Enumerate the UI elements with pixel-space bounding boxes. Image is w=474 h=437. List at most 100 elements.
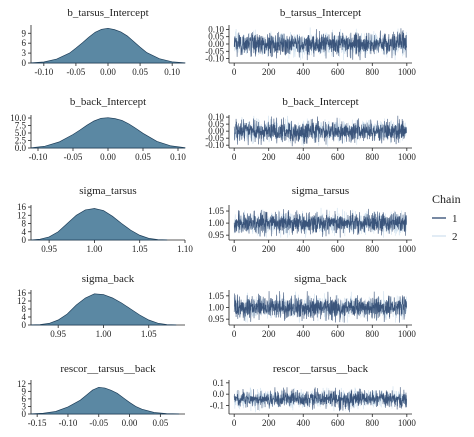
y-tick-label: 0.00 bbox=[208, 126, 224, 136]
density-panel-2: b_back_Intercept -0.10 -0.05 0.00 0.05 0.10 0.… bbox=[10, 96, 186, 162]
y-tick-label: 0.10 bbox=[208, 24, 224, 34]
y-tick-label: 4 bbox=[22, 312, 27, 322]
panel-title: b_tarsus_Intercept bbox=[67, 7, 148, 19]
density-area bbox=[30, 293, 177, 326]
x-tick-label: -0.05 bbox=[67, 67, 86, 77]
density-panel-5: rescor__tarsus__back -0.15 -0.10 -0.05 0.00 0… bbox=[17, 363, 185, 428]
trace-panel-3: sigma_tarsus 0 200 400 600 800 1000 0.95 1.00 1.0… bbox=[208, 185, 416, 254]
x-tick-label: 0.95 bbox=[41, 244, 57, 254]
trace-line-chain-1 bbox=[233, 115, 407, 147]
y-tick-label: 9 bbox=[22, 386, 27, 396]
x-tick-label: 0 bbox=[232, 244, 237, 254]
panel-title: sigma_back bbox=[82, 273, 135, 285]
density-area bbox=[30, 386, 180, 415]
x-tick-label: -0.10 bbox=[29, 152, 48, 162]
x-tick-label: 400 bbox=[296, 244, 310, 254]
y-tick-label: 6 bbox=[22, 38, 27, 48]
panel-title: sigma_back bbox=[294, 273, 347, 285]
x-tick-label: 0.10 bbox=[170, 152, 186, 162]
x-tick-label: 800 bbox=[366, 329, 380, 339]
y-tick-label: 9 bbox=[22, 28, 27, 38]
x-tick-label: 1000 bbox=[398, 244, 417, 254]
y-tick-label: 0.0 bbox=[213, 389, 225, 399]
y-tick-label: 8 bbox=[22, 304, 27, 314]
x-tick-label: 400 bbox=[296, 152, 310, 162]
x-tick-label: 800 bbox=[366, 244, 380, 254]
trace-line-chain-1 bbox=[233, 291, 407, 323]
x-tick-label: 0.05 bbox=[132, 67, 148, 77]
x-tick-label: -0.05 bbox=[89, 418, 108, 428]
x-tick-label: 200 bbox=[262, 418, 276, 428]
y-tick-label: 0.00 bbox=[208, 39, 224, 49]
x-tick-label: 200 bbox=[262, 329, 276, 339]
y-tick-label: -0.10 bbox=[205, 140, 224, 150]
y-tick-label: 7.5 bbox=[15, 121, 27, 131]
y-tick-label: 0.1 bbox=[213, 378, 224, 388]
x-tick-label: 400 bbox=[296, 329, 310, 339]
x-tick-label: 0.00 bbox=[100, 152, 116, 162]
y-tick-label: 0.0 bbox=[15, 143, 27, 153]
x-tick-label: 1.05 bbox=[132, 244, 148, 254]
y-tick-label: 3 bbox=[22, 401, 27, 411]
x-tick-label: 1000 bbox=[398, 67, 417, 77]
trace-line-chain-1 bbox=[233, 28, 407, 61]
panel-title: rescor__tarsus__back bbox=[273, 363, 369, 375]
x-tick-label: 0 bbox=[232, 329, 237, 339]
y-tick-label: -0.10 bbox=[205, 54, 224, 64]
density-panel-1: b_tarsus_Intercept -0.10 -0.05 0.00 0.05 0.10… bbox=[22, 7, 186, 77]
panel-title: b_back_Intercept bbox=[70, 96, 146, 108]
y-tick-label: 0 bbox=[22, 409, 27, 419]
x-tick-label: 0.10 bbox=[164, 67, 180, 77]
panel-title: b_back_Intercept bbox=[282, 96, 358, 108]
y-tick-label: 0.95 bbox=[208, 230, 224, 240]
density-area bbox=[30, 27, 186, 64]
y-tick-label: 1.05 bbox=[208, 291, 224, 301]
x-tick-label: 400 bbox=[296, 67, 310, 77]
y-tick-label: 8 bbox=[22, 219, 27, 229]
x-tick-label: 600 bbox=[331, 244, 345, 254]
x-tick-label: -0.05 bbox=[64, 152, 83, 162]
y-tick-label: 10.0 bbox=[10, 113, 26, 123]
chain-legend: Chain 1 2 bbox=[432, 192, 461, 243]
y-tick-label: -0.05 bbox=[205, 133, 224, 143]
y-tick-label: 0 bbox=[22, 320, 27, 330]
x-tick-label: 1000 bbox=[398, 418, 417, 428]
panel-title: b_tarsus_Intercept bbox=[280, 7, 361, 19]
x-tick-label: 600 bbox=[331, 152, 345, 162]
trace-line-chain-1 bbox=[233, 387, 407, 413]
y-tick-label: 16 bbox=[17, 288, 27, 298]
x-tick-label: 1.10 bbox=[177, 244, 193, 254]
legend-label-chain-2: 2 bbox=[452, 231, 458, 243]
x-tick-label: -0.15 bbox=[28, 418, 47, 428]
x-tick-label: 600 bbox=[331, 67, 345, 77]
x-tick-label: 800 bbox=[366, 418, 380, 428]
panel-title: rescor__tarsus__back bbox=[60, 363, 156, 375]
y-tick-label: 0.95 bbox=[208, 314, 224, 324]
trace-panel-5: rescor__tarsus__back 0 200 400 600 800 1000 -0.… bbox=[210, 363, 417, 428]
y-tick-label: 12 bbox=[17, 210, 26, 220]
density-area bbox=[30, 117, 186, 149]
x-tick-label: 0 bbox=[232, 67, 237, 77]
y-tick-label: 0 bbox=[22, 235, 27, 245]
x-tick-label: 200 bbox=[262, 152, 276, 162]
legend-label-chain-1: 1 bbox=[452, 213, 458, 225]
x-tick-label: 0 bbox=[232, 418, 237, 428]
x-tick-label: 800 bbox=[366, 152, 380, 162]
x-tick-label: 600 bbox=[331, 329, 345, 339]
y-tick-label: 5.0 bbox=[15, 128, 27, 138]
x-tick-label: -0.10 bbox=[34, 67, 53, 77]
y-tick-label: 12 bbox=[17, 296, 26, 306]
x-tick-label: 800 bbox=[366, 67, 380, 77]
y-tick-label: 4 bbox=[22, 227, 27, 237]
x-tick-label: 0.00 bbox=[122, 418, 138, 428]
x-tick-label: 400 bbox=[296, 418, 310, 428]
y-tick-label: 0.05 bbox=[208, 32, 224, 42]
x-tick-label: 0.95 bbox=[50, 329, 66, 339]
y-tick-label: 3 bbox=[22, 48, 27, 58]
legend-title: Chain bbox=[432, 192, 461, 206]
x-tick-label: 1.00 bbox=[96, 329, 112, 339]
y-tick-label: -0.05 bbox=[205, 46, 224, 56]
y-tick-label: -0.1 bbox=[210, 401, 224, 411]
